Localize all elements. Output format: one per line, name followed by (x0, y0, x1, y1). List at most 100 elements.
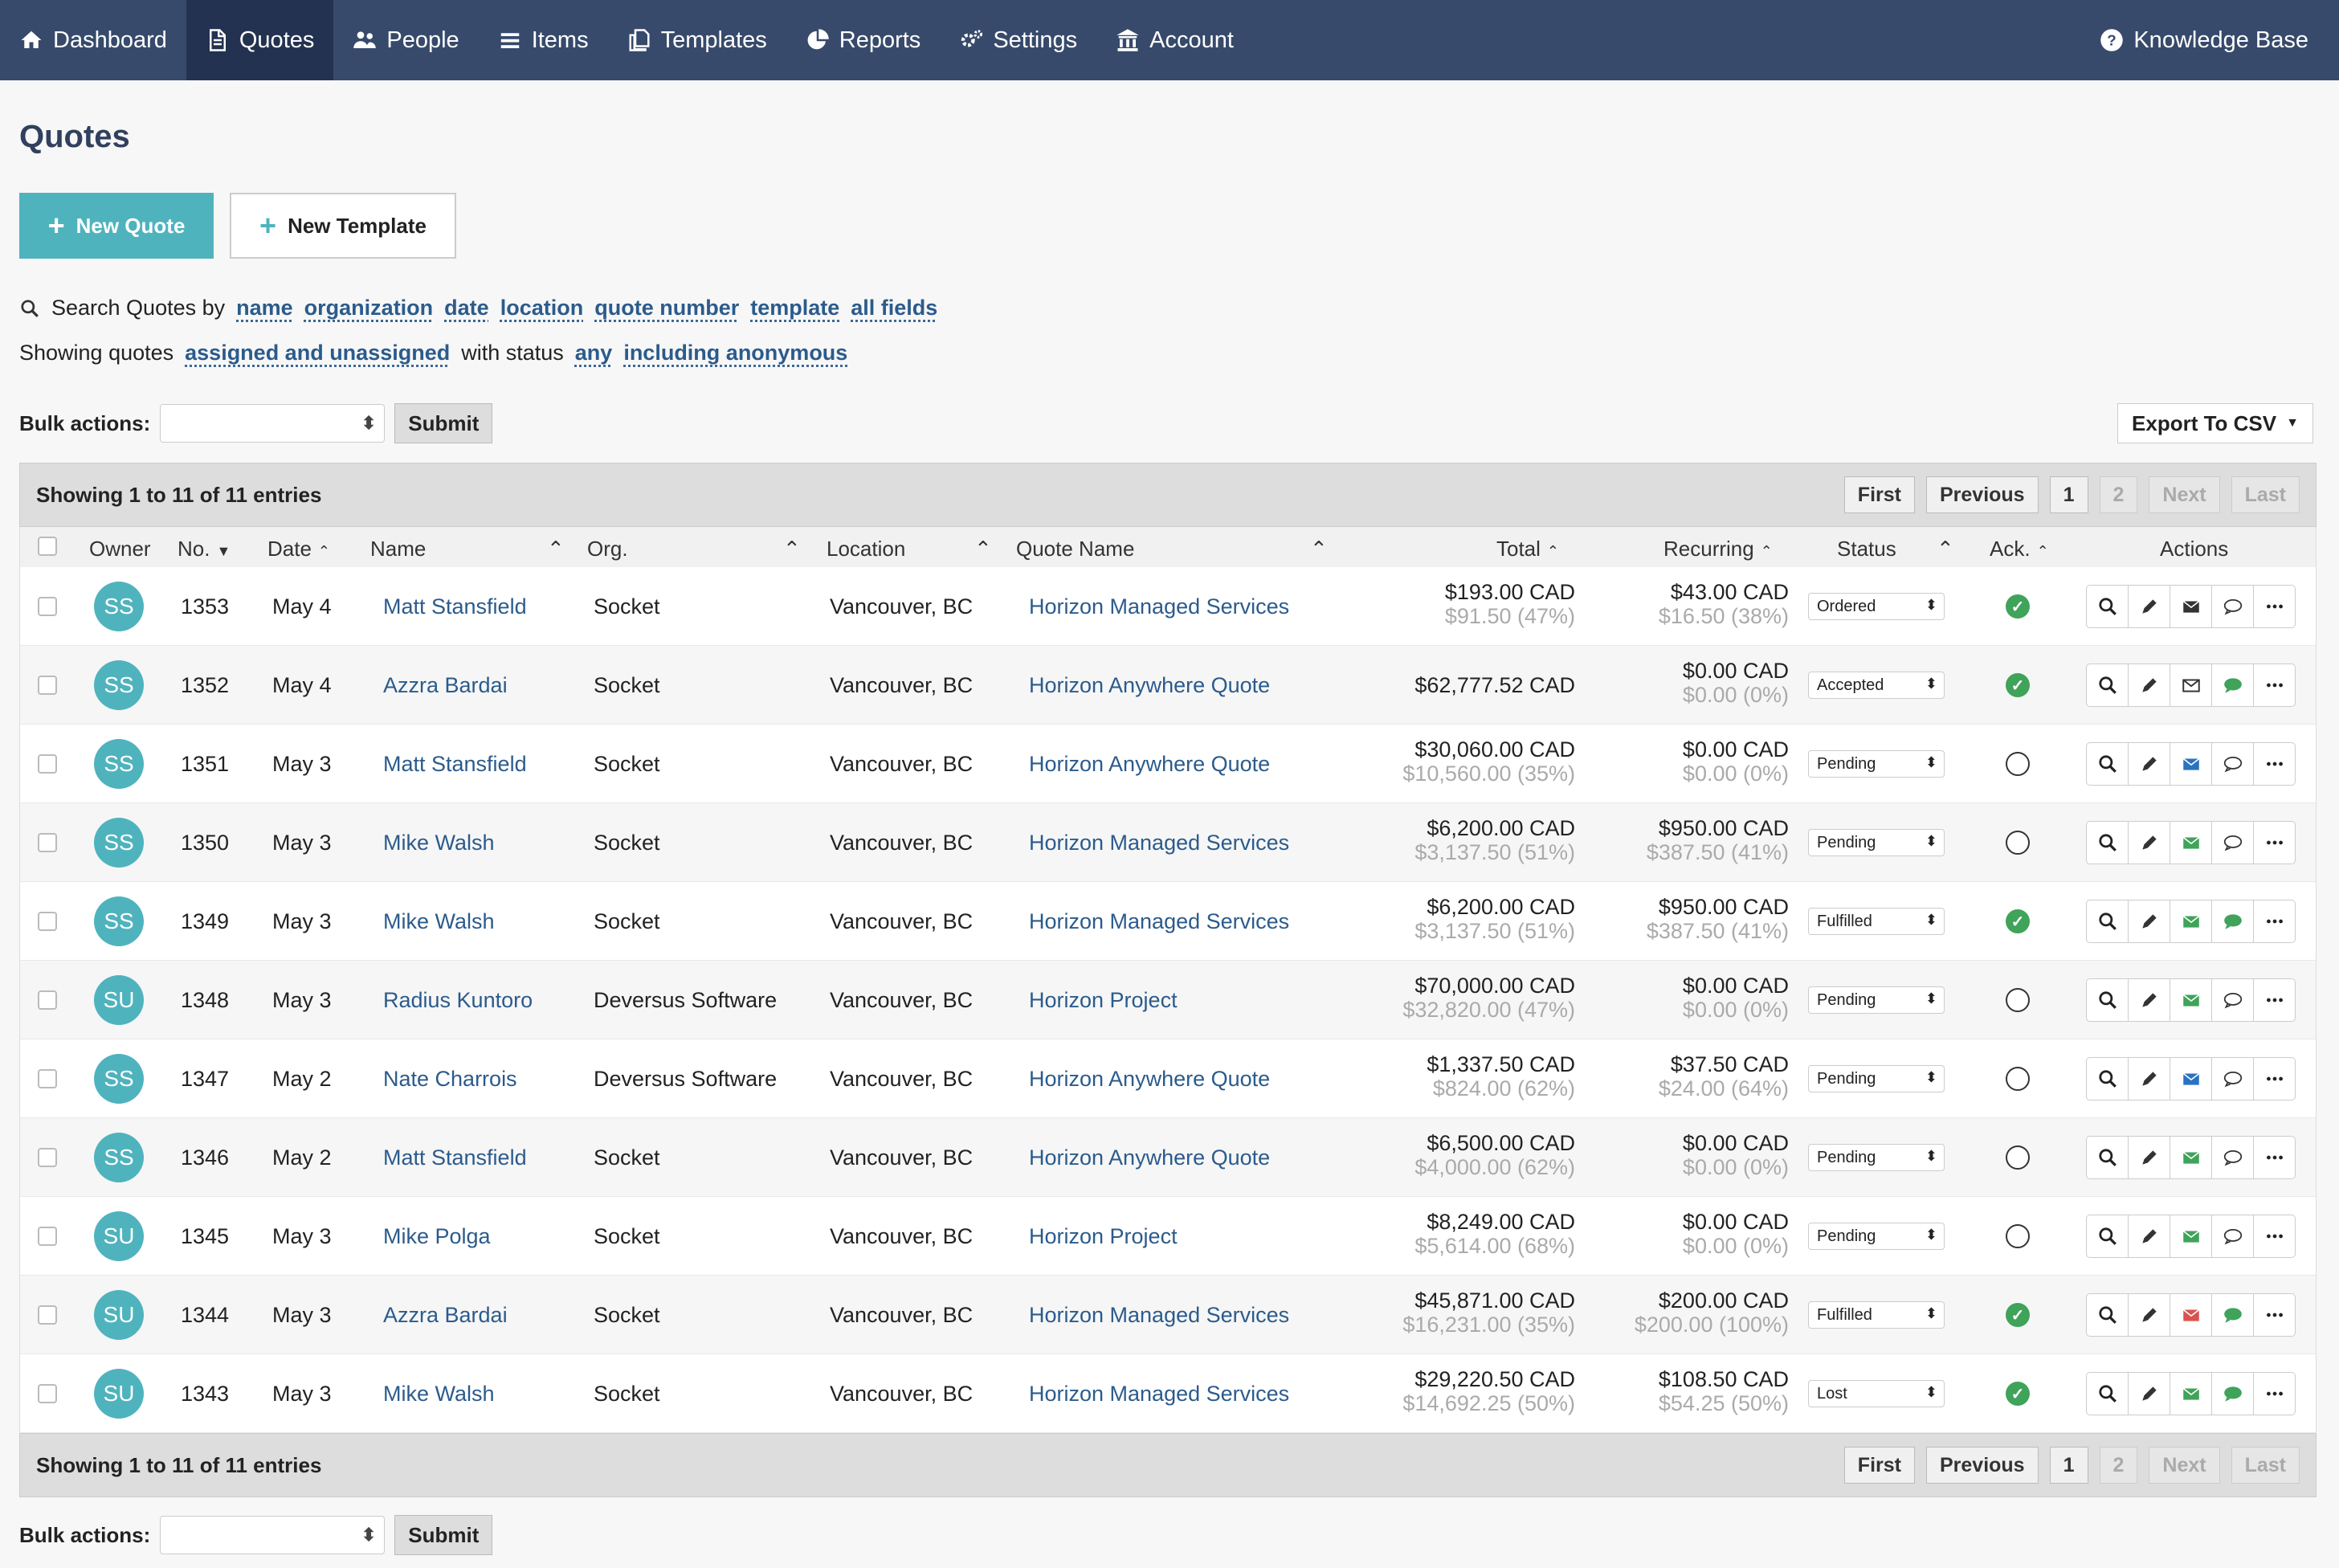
export-csv-button[interactable]: Export To CSV ▼ (2117, 403, 2313, 443)
comment-button[interactable] (2211, 664, 2254, 707)
person-name-link[interactable]: Mike Walsh (383, 909, 495, 933)
row-checkbox[interactable] (38, 1384, 57, 1403)
email-button[interactable] (2170, 900, 2212, 943)
email-button[interactable] (2170, 978, 2212, 1022)
row-checkbox[interactable] (38, 912, 57, 931)
person-name-link[interactable]: Mike Polga (383, 1224, 491, 1248)
view-button[interactable] (2086, 1136, 2129, 1179)
search-by-template[interactable]: template (750, 296, 840, 320)
first-page-button[interactable]: First (1843, 476, 1915, 513)
status-select[interactable]: Pending (1808, 829, 1945, 856)
col-quote-name[interactable]: Quote Name (1016, 537, 1135, 561)
quote-name-link[interactable]: Horizon Managed Services (1029, 1303, 1290, 1327)
bulk-submit-button[interactable]: Submit (394, 403, 493, 443)
col-total[interactable]: Total ⌃ (1496, 537, 1559, 561)
row-checkbox[interactable] (38, 1227, 57, 1246)
status-select[interactable]: Pending (1808, 986, 1945, 1014)
status-select[interactable]: Fulfilled (1808, 1301, 1945, 1329)
comment-button[interactable] (2211, 1215, 2254, 1258)
email-button[interactable] (2170, 1215, 2212, 1258)
page-2-button[interactable]: 2 (2099, 1447, 2138, 1484)
view-button[interactable] (2086, 585, 2129, 628)
col-date[interactable]: Date ⌃ (267, 537, 330, 561)
bulk-submit-button[interactable]: Submit (394, 1515, 493, 1555)
more-button[interactable] (2253, 664, 2296, 707)
edit-button[interactable] (2128, 900, 2170, 943)
email-button[interactable] (2170, 1293, 2212, 1337)
edit-button[interactable] (2128, 1372, 2170, 1415)
status-select[interactable]: Pending (1808, 1065, 1945, 1092)
view-button[interactable] (2086, 821, 2129, 864)
col-org[interactable]: Org. (587, 537, 628, 561)
search-by-date[interactable]: date (444, 296, 489, 320)
more-button[interactable] (2253, 585, 2296, 628)
search-by-quote-number[interactable]: quote number (594, 296, 740, 320)
person-name-link[interactable]: Nate Charrois (383, 1067, 517, 1091)
status-filter-link[interactable]: any (574, 341, 613, 365)
status-select[interactable]: Lost (1808, 1380, 1945, 1407)
edit-button[interactable] (2128, 1215, 2170, 1258)
col-location[interactable]: Location (827, 537, 906, 561)
nav-item-items[interactable]: Items (479, 0, 608, 80)
edit-button[interactable] (2128, 1136, 2170, 1179)
comment-button[interactable] (2211, 1293, 2254, 1337)
person-name-link[interactable]: Mike Walsh (383, 1382, 495, 1406)
quote-name-link[interactable]: Horizon Managed Services (1029, 594, 1290, 619)
first-page-button[interactable]: First (1843, 1447, 1915, 1484)
previous-page-button[interactable]: Previous (1925, 1447, 2039, 1484)
nav-item-account[interactable]: Account (1096, 0, 1253, 80)
comment-button[interactable] (2211, 742, 2254, 786)
row-checkbox[interactable] (38, 754, 57, 774)
email-button[interactable] (2170, 1136, 2212, 1179)
quote-name-link[interactable]: Horizon Managed Services (1029, 1382, 1290, 1406)
col-recurring[interactable]: Recurring ⌃ (1663, 537, 1773, 561)
nav-item-quotes[interactable]: Quotes (186, 0, 334, 80)
quote-name-link[interactable]: Horizon Anywhere Quote (1029, 752, 1271, 776)
quote-name-link[interactable]: Horizon Anywhere Quote (1029, 673, 1271, 697)
nav-item-people[interactable]: People (333, 0, 478, 80)
bulk-actions-select[interactable] (160, 1516, 386, 1554)
row-checkbox[interactable] (38, 676, 57, 695)
row-checkbox[interactable] (38, 990, 57, 1010)
next-page-button[interactable]: Next (2149, 476, 2220, 513)
view-button[interactable] (2086, 1293, 2129, 1337)
search-by-name[interactable]: name (236, 296, 293, 320)
person-name-link[interactable]: Matt Stansfield (383, 752, 527, 776)
nav-item-dashboard[interactable]: Dashboard (0, 0, 186, 80)
more-button[interactable] (2253, 978, 2296, 1022)
comment-button[interactable] (2211, 978, 2254, 1022)
status-select[interactable]: Pending (1808, 750, 1945, 778)
email-button[interactable] (2170, 1057, 2212, 1100)
assigned-filter-link[interactable]: assigned and unassigned (185, 341, 451, 365)
quote-name-link[interactable]: Horizon Project (1029, 988, 1178, 1012)
comment-button[interactable] (2211, 1136, 2254, 1179)
edit-button[interactable] (2128, 1057, 2170, 1100)
nav-item-reports[interactable]: Reports (786, 0, 941, 80)
edit-button[interactable] (2128, 821, 2170, 864)
email-button[interactable] (2170, 585, 2212, 628)
last-page-button[interactable]: Last (2231, 1447, 2300, 1484)
edit-button[interactable] (2128, 1293, 2170, 1337)
edit-button[interactable] (2128, 585, 2170, 628)
col-ack[interactable]: Ack. ⌃ (1990, 537, 2049, 561)
quote-name-link[interactable]: Horizon Anywhere Quote (1029, 1067, 1271, 1091)
next-page-button[interactable]: Next (2149, 1447, 2220, 1484)
view-button[interactable] (2086, 1372, 2129, 1415)
bulk-actions-select[interactable] (160, 404, 386, 443)
quote-name-link[interactable]: Horizon Managed Services (1029, 831, 1290, 855)
row-checkbox[interactable] (38, 1069, 57, 1088)
row-checkbox[interactable] (38, 833, 57, 852)
knowledge-base-link[interactable]: ? Knowledge Base (2080, 0, 2328, 80)
more-button[interactable] (2253, 742, 2296, 786)
person-name-link[interactable]: Matt Stansfield (383, 594, 527, 619)
col-owner[interactable]: Owner (89, 537, 151, 561)
more-button[interactable] (2253, 1215, 2296, 1258)
edit-button[interactable] (2128, 742, 2170, 786)
more-button[interactable] (2253, 1372, 2296, 1415)
email-button[interactable] (2170, 742, 2212, 786)
row-checkbox[interactable] (38, 1305, 57, 1325)
person-name-link[interactable]: Mike Walsh (383, 831, 495, 855)
col-no[interactable]: No. ▼ (178, 537, 231, 561)
view-button[interactable] (2086, 900, 2129, 943)
view-button[interactable] (2086, 978, 2129, 1022)
